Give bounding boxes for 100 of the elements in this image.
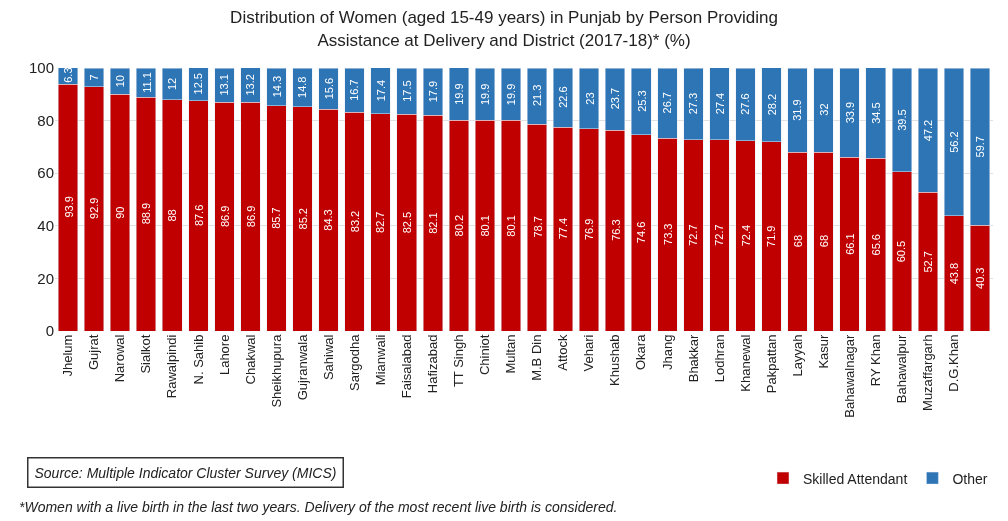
data-label: 80.1 — [479, 215, 492, 237]
data-label: 32 — [817, 103, 830, 116]
data-label: 14.3 — [270, 75, 283, 98]
data-label: 86.9 — [218, 205, 231, 228]
data-label: 19.9 — [452, 83, 465, 105]
x-tick-label: Lodhran — [711, 334, 727, 383]
x-tick-label: D.G.Khan — [946, 334, 962, 392]
data-label: 85.7 — [270, 207, 283, 229]
data-label: 65.6 — [870, 234, 883, 256]
data-label: 16.7 — [348, 79, 361, 101]
data-label: 34.5 — [869, 102, 882, 124]
data-label: 17.4 — [375, 79, 388, 102]
x-tick-label: Khushab — [607, 334, 623, 386]
legend-label: Skilled Attendant — [803, 470, 908, 487]
data-label: 27.3 — [687, 92, 700, 115]
data-label: 6.3 — [62, 67, 75, 83]
data-label: 60.5 — [895, 240, 908, 263]
x-tick-label: Okara — [633, 333, 649, 371]
data-label: 17.5 — [400, 80, 413, 102]
legend-label: Other — [952, 470, 988, 487]
data-label: 26.7 — [661, 92, 674, 114]
data-label: 11.1 — [140, 72, 153, 93]
source-note: Source: Multiple Indicator Cluster Survey (MICS) — [34, 464, 337, 481]
x-tick-label: Sahiwal — [320, 334, 336, 381]
x-tick-label: M.B Din — [529, 334, 545, 381]
data-label: 21.3 — [531, 84, 544, 107]
data-label: 47.2 — [921, 119, 934, 142]
data-label: 87.6 — [192, 204, 205, 227]
data-label: 84.3 — [322, 209, 335, 231]
data-label: 85.2 — [296, 208, 309, 230]
data-label: 77.4 — [556, 217, 569, 240]
data-label: 78.7 — [531, 216, 544, 238]
x-tick-label: Chiniot — [477, 334, 493, 376]
y-tick-label: 20 — [37, 269, 54, 287]
data-label: 86.9 — [244, 205, 257, 228]
data-label: 27.6 — [739, 93, 752, 115]
data-label: 71.9 — [765, 225, 778, 247]
data-label: 31.9 — [791, 99, 804, 121]
x-tick-label: Rawalpindi — [164, 334, 180, 399]
text: *Women with a live birth in the last two years. Delivery of the most recent live birth is considered. — [19, 499, 618, 515]
data-label: 15.6 — [322, 77, 335, 100]
data-label: 23 — [583, 92, 596, 105]
x-tick-label: Hafizabad — [425, 334, 441, 394]
x-tick-label: Bahawalnagar — [841, 333, 857, 418]
data-label: 39.5 — [895, 109, 908, 131]
x-tick-label: Sargodha — [346, 333, 362, 391]
data-label: 13.2 — [244, 74, 257, 96]
data-label: 93.9 — [62, 196, 75, 218]
x-tick-label: Bhakkar — [685, 333, 701, 383]
data-label: 80.1 — [505, 215, 518, 237]
x-tick-label: Bahawalpur — [894, 333, 910, 404]
data-label: 82.5 — [401, 211, 414, 234]
x-tick-label: Muzaffargarh — [920, 334, 936, 411]
x-tick-label: TT Singh — [451, 334, 467, 388]
data-label: 13.1 — [218, 74, 231, 96]
data-label: 27.4 — [713, 92, 726, 115]
data-label: 80.2 — [453, 214, 466, 237]
data-label: 72.7 — [713, 224, 726, 246]
data-label: 17.9 — [427, 80, 440, 103]
data-label: 82.1 — [426, 212, 439, 234]
x-tick-label: Vehari — [581, 334, 597, 372]
data-label: 92.9 — [88, 197, 101, 219]
data-label: 43.8 — [947, 262, 960, 285]
data-label: 59.7 — [974, 136, 987, 158]
data-label: 52.7 — [922, 251, 935, 273]
x-tick-label: Jhelum — [60, 334, 76, 377]
data-label: 28.2 — [765, 93, 778, 116]
x-tick-label: Sheikhupura — [268, 333, 284, 408]
data-label: 23.7 — [609, 87, 622, 110]
x-tick-label: Chakwal — [242, 334, 258, 385]
data-label: 68 — [818, 234, 831, 248]
y-tick-label: 40 — [37, 217, 54, 235]
chart-title: Distribution of Women (aged 15-49 years) in Punjab by Person Providing Assistance at Delivery and District (2017-18)* (%) — [230, 8, 778, 50]
data-label: 82.7 — [374, 211, 387, 233]
data-label: 68 — [792, 234, 804, 248]
x-tick-label: Gujrat — [86, 334, 102, 371]
data-label: 88.9 — [140, 202, 153, 225]
x-tick-label: Gujranwala — [294, 333, 310, 401]
x-tick-label: Multan — [503, 334, 519, 374]
x-tick-label: Mianwali — [372, 334, 388, 386]
data-label: 10 — [113, 75, 126, 88]
data-label: 56.2 — [948, 131, 961, 153]
data-label: 40.3 — [973, 267, 986, 289]
y-tick-label: 60 — [37, 164, 54, 182]
data-label: 73.3 — [661, 223, 674, 245]
x-tick-label: Attock — [555, 334, 571, 371]
x-tick-label: Kasur — [815, 333, 831, 369]
data-label: 72.7 — [686, 224, 699, 246]
data-label: 7 — [87, 74, 100, 81]
x-tick-label: RY Khan — [867, 334, 883, 387]
data-label: 22.6 — [557, 86, 570, 108]
x-tick-label: Khanewal — [737, 334, 753, 392]
y-tick-label: 80 — [37, 111, 54, 129]
x-tick-label: Narowal — [112, 334, 128, 383]
data-label: 72.4 — [739, 224, 752, 247]
x-tick-label: Layyah — [789, 334, 805, 377]
data-label: 76.9 — [583, 218, 596, 241]
data-label: 14.8 — [296, 76, 309, 98]
data-label: 33.9 — [844, 101, 857, 124]
data-label: 19.9 — [504, 83, 517, 106]
